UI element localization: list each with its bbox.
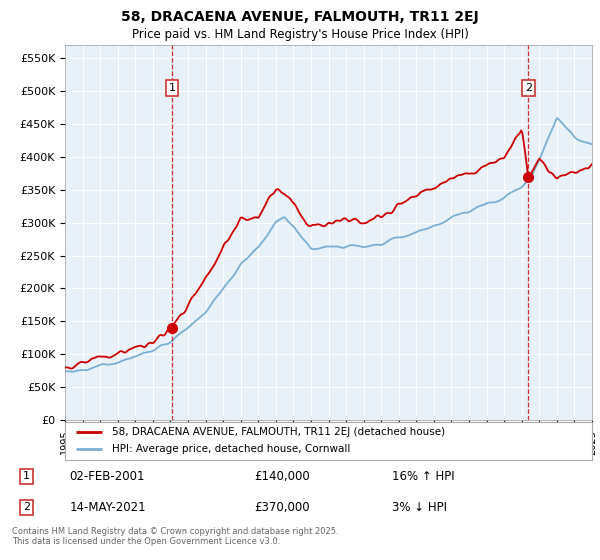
- Text: 3% ↓ HPI: 3% ↓ HPI: [392, 501, 447, 514]
- Text: HPI: Average price, detached house, Cornwall: HPI: Average price, detached house, Corn…: [112, 445, 351, 454]
- Text: 1: 1: [23, 472, 30, 482]
- Text: 02-FEB-2001: 02-FEB-2001: [70, 470, 145, 483]
- Text: £140,000: £140,000: [254, 470, 310, 483]
- Text: 2: 2: [524, 83, 532, 93]
- FancyBboxPatch shape: [65, 422, 592, 460]
- Text: Contains HM Land Registry data © Crown copyright and database right 2025.
This d: Contains HM Land Registry data © Crown c…: [12, 527, 338, 547]
- Text: 14-MAY-2021: 14-MAY-2021: [70, 501, 146, 514]
- Text: 58, DRACAENA AVENUE, FALMOUTH, TR11 2EJ: 58, DRACAENA AVENUE, FALMOUTH, TR11 2EJ: [121, 10, 479, 24]
- Text: 58, DRACAENA AVENUE, FALMOUTH, TR11 2EJ (detached house): 58, DRACAENA AVENUE, FALMOUTH, TR11 2EJ …: [112, 427, 446, 437]
- Text: 2: 2: [23, 502, 30, 512]
- Text: 16% ↑ HPI: 16% ↑ HPI: [392, 470, 455, 483]
- Text: £370,000: £370,000: [254, 501, 310, 514]
- Text: 1: 1: [169, 83, 176, 93]
- Text: Price paid vs. HM Land Registry's House Price Index (HPI): Price paid vs. HM Land Registry's House …: [131, 28, 469, 41]
